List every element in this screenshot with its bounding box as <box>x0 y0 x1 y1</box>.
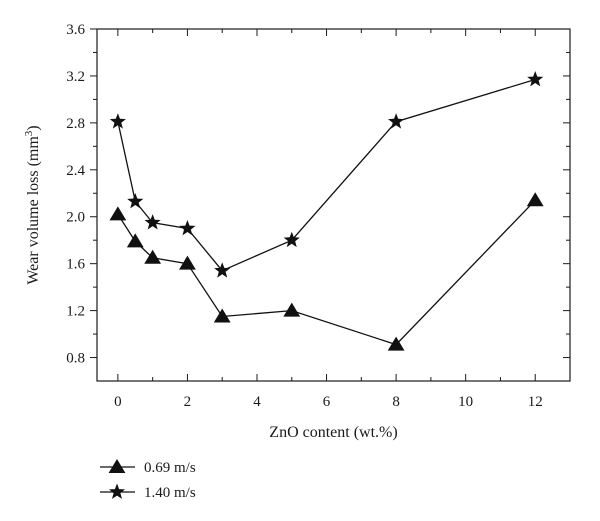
x-axis-title: ZnO content (wt.%) <box>269 424 397 441</box>
y-tick-label: 1.2 <box>66 304 85 320</box>
series-layer <box>109 70 544 351</box>
y-axis-title: Wear volume loss (mm3) <box>23 125 42 284</box>
data-point <box>179 219 196 236</box>
x-tick-label: 4 <box>253 394 261 410</box>
y-tick-label: 2.0 <box>66 210 85 226</box>
legend-label: 0.69 m/s <box>144 460 196 476</box>
legend-label: 1.40 m/s <box>144 485 196 501</box>
data-point <box>109 113 126 129</box>
plot-frame <box>96 28 571 382</box>
y-tick-label: 2.8 <box>66 116 85 132</box>
x-tick-label: 0 <box>114 394 122 410</box>
data-point <box>388 113 405 129</box>
data-point <box>214 262 231 278</box>
y-tick-label: 3.6 <box>66 22 85 38</box>
y-axis-title-sup: 3 <box>23 130 35 136</box>
data-point <box>126 233 144 248</box>
data-point <box>283 302 301 317</box>
data-point <box>213 308 231 323</box>
data-point <box>527 70 544 87</box>
series-line <box>117 78 536 272</box>
y-axis-title-close: ) <box>25 125 42 130</box>
axis-ticks <box>90 28 571 381</box>
x-tick-label: 6 <box>323 394 331 410</box>
series-triangle <box>109 192 544 351</box>
legend: 0.69 m/s 1.40 m/s <box>100 459 196 501</box>
y-tick-label: 0.8 <box>66 351 85 367</box>
data-point <box>144 214 161 230</box>
legend-item: 1.40 m/s <box>100 483 196 501</box>
x-tick-label: 2 <box>184 394 192 410</box>
x-tick-label: 8 <box>392 394 400 410</box>
data-point <box>144 249 162 264</box>
data-point <box>283 231 300 248</box>
legend-marker <box>108 459 126 473</box>
x-tick-label: 10 <box>458 394 473 410</box>
tick-labels: 0 2 4 6 8 10 12 0.8 1.2 1.6 2.0 2.4 2.8 3.2 3.6 <box>66 22 542 410</box>
y-tick-label: 3.2 <box>66 69 85 85</box>
y-axis-title-main: Wear volume loss (mm <box>25 136 42 285</box>
legend-item: 0.69 m/s <box>100 459 196 476</box>
data-point <box>127 192 144 209</box>
x-tick-label: 12 <box>528 394 543 410</box>
series-star <box>109 70 544 278</box>
legend-marker <box>108 483 126 499</box>
series-line <box>117 199 536 346</box>
y-tick-label: 1.6 <box>66 257 85 273</box>
data-point <box>109 206 127 221</box>
data-point <box>387 336 405 351</box>
data-point <box>179 255 196 270</box>
y-tick-label: 2.4 <box>66 163 85 179</box>
data-point <box>526 192 544 207</box>
